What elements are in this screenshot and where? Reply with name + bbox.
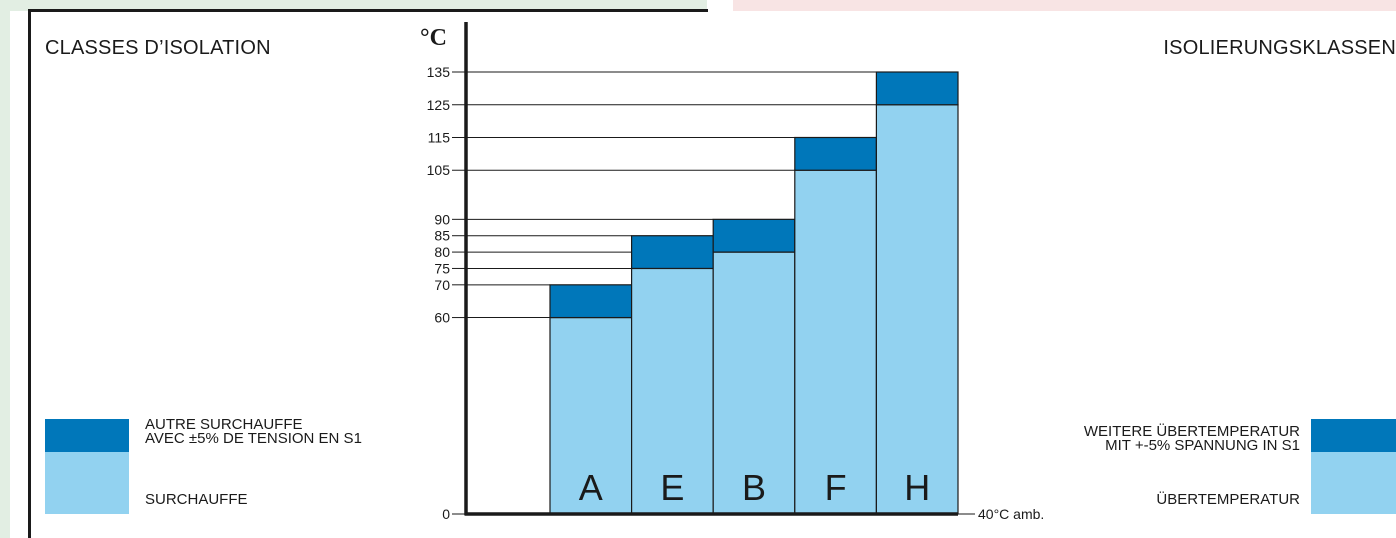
y-tick-label-70: 70 bbox=[434, 277, 450, 293]
bar-extra-F bbox=[794, 136, 877, 171]
bar-label-A: A bbox=[579, 467, 603, 508]
legend-label-base-fr: SURCHAUFFE bbox=[145, 491, 248, 508]
y-tick-label-80: 80 bbox=[434, 244, 450, 260]
bar-base-B bbox=[712, 251, 796, 515]
bar-extra-H bbox=[875, 71, 959, 106]
y-tick-label-115: 115 bbox=[428, 129, 451, 145]
legend-swatch-extra-fr bbox=[45, 419, 129, 452]
bar-base-E bbox=[630, 267, 714, 515]
legend-swatch-base-fr bbox=[45, 452, 129, 514]
y-tick-label-105: 105 bbox=[427, 162, 451, 178]
y-tick-label-125: 125 bbox=[427, 97, 451, 113]
bar-extra-A bbox=[549, 284, 633, 319]
bar-label-H: H bbox=[904, 467, 930, 508]
y-axis-unit-label: °C bbox=[420, 25, 447, 51]
x-axis-ambient-label: 40°C amb. bbox=[978, 506, 1044, 522]
y-tick-label-60: 60 bbox=[434, 310, 450, 326]
y-tick-label-90: 90 bbox=[434, 211, 450, 227]
legend-label-extra-de-line2: MIT +-5% SPANNUNG IN S1 bbox=[1105, 437, 1300, 454]
y-tick-label-135: 135 bbox=[427, 64, 451, 80]
y-tick-label-75: 75 bbox=[434, 260, 450, 276]
legend-label-extra-de-line1: WEITERE ÜBERTEMPERATUR bbox=[1083, 423, 1300, 440]
y-tick-label-85: 85 bbox=[434, 228, 450, 244]
legend-label-extra-fr-line1: AUTRE SURCHAUFFE bbox=[145, 416, 303, 433]
bar-label-B: B bbox=[742, 467, 766, 508]
bar-label-F: F bbox=[825, 467, 847, 508]
bar-extra-E bbox=[630, 235, 714, 270]
background-side-left bbox=[0, 0, 10, 538]
bar-base-H bbox=[875, 104, 959, 515]
background-strip-right bbox=[733, 0, 1396, 11]
title-fr: CLASSES D’ISOLATION bbox=[45, 37, 271, 59]
y-tick-label-0: 0 bbox=[442, 506, 450, 522]
bar-label-E: E bbox=[660, 467, 684, 508]
background-strip-left bbox=[0, 0, 707, 11]
bar-extra-B bbox=[712, 218, 796, 253]
legend-label-extra-fr-line2: AVEC ±5% DE TENSION EN S1 bbox=[145, 430, 362, 447]
legend-swatch-extra-de bbox=[1311, 419, 1396, 452]
panel-border-top bbox=[28, 9, 708, 12]
legend-label-base-de: ÜBERTEMPERATUR bbox=[1156, 491, 1300, 508]
bar-base-F bbox=[794, 169, 877, 515]
panel-border-left bbox=[28, 11, 31, 538]
title-de: ISOLIERUNGSKLASSEN bbox=[1163, 37, 1396, 59]
legend-swatch-base-de bbox=[1311, 452, 1396, 514]
